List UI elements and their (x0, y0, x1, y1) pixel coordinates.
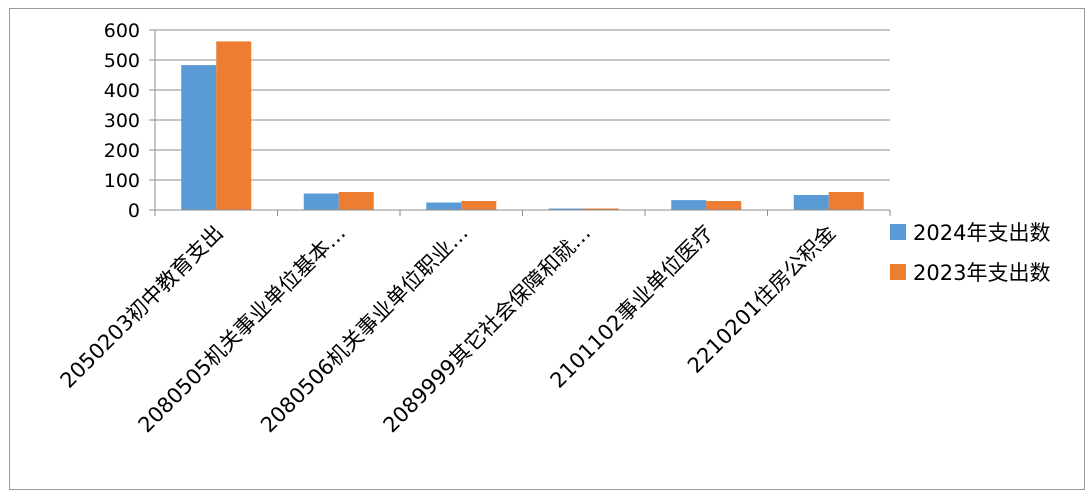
bar-2024 (671, 200, 707, 210)
bar-2023 (706, 201, 742, 210)
bar-2024 (426, 202, 462, 210)
y-tick-label: 200 (104, 140, 140, 162)
legend-swatch-2023 (890, 264, 906, 280)
x-category-label: 2080506机关事业单位职业… (256, 221, 473, 438)
y-tick-label: 600 (104, 20, 140, 42)
y-tick-label: 100 (104, 170, 140, 192)
bar-2024 (181, 65, 217, 210)
bar-2023 (216, 41, 252, 211)
legend: 2024年支出数 2023年支出数 (890, 221, 1050, 285)
bar-2024 (303, 193, 339, 210)
legend-label-2023: 2023年支出数 (913, 261, 1050, 285)
legend-label-2024: 2024年支出数 (913, 221, 1050, 245)
y-tick-label: 0 (128, 200, 140, 222)
x-category-labels: 2050203初中教育支出2080505机关事业单位基本…2080506机关事业… (56, 221, 841, 438)
chart-frame (9, 8, 1085, 490)
y-tick-label: 300 (104, 110, 140, 132)
bar-2024 (793, 195, 829, 210)
axes (149, 29, 891, 216)
bar-2023 (338, 192, 374, 210)
bars (181, 41, 864, 211)
legend-swatch-2024 (890, 224, 906, 240)
bar-2024 (548, 208, 584, 210)
x-category-label: 2080505机关事业单位基本… (134, 221, 351, 438)
y-tick-labels: 0 100 200 300 400 500 600 (104, 20, 140, 222)
bar-2023 (461, 201, 497, 210)
y-tick-label: 500 (104, 50, 140, 72)
bar-2023 (583, 208, 619, 210)
y-tick-label: 400 (104, 80, 140, 102)
gridlines (155, 29, 890, 181)
bar-2023 (828, 192, 864, 210)
x-category-label: 2089999其它社会保障和就… (379, 221, 596, 438)
